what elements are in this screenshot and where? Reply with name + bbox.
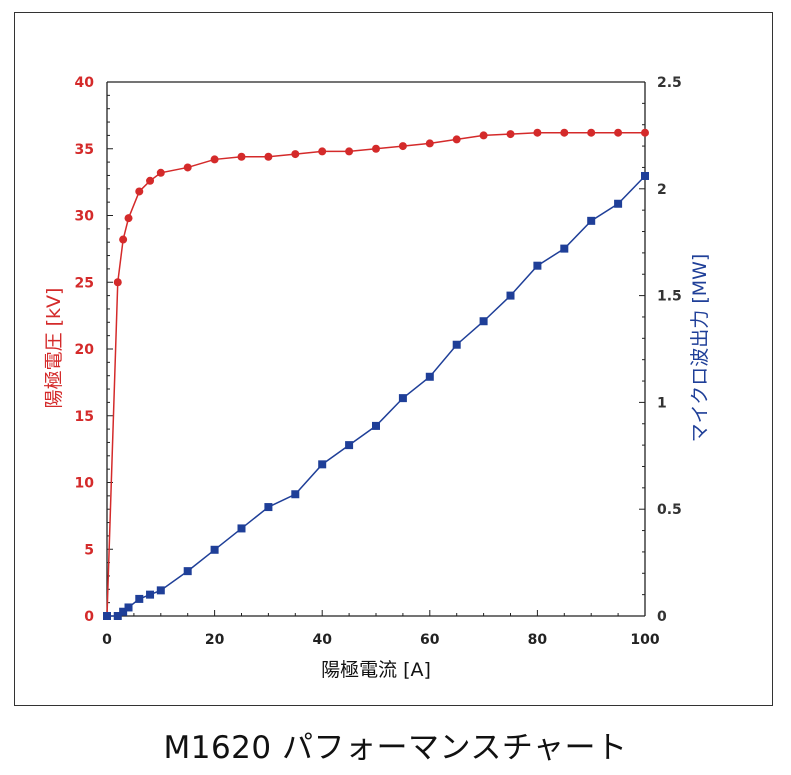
left-tick-label: 15	[75, 409, 94, 425]
power-point	[183, 567, 192, 576]
x-tick-label: 40	[312, 632, 332, 648]
voltage-point	[237, 152, 246, 161]
voltage-point	[156, 168, 165, 177]
voltage-point	[124, 214, 133, 223]
axes-layer: 0 20 40 60 80 100 0 5 10 15 20 25 30 35 40 0 0.5 1 1.5 2 2.5	[75, 75, 682, 648]
voltage-point	[425, 139, 434, 148]
x-tick-label: 0	[102, 632, 112, 648]
power-point	[345, 441, 354, 450]
x-tick-label: 100	[630, 632, 659, 648]
power-point	[425, 372, 434, 381]
voltage-point	[506, 130, 515, 139]
right-tick-label: 1.5	[657, 289, 682, 305]
power-point	[641, 171, 649, 180]
chart-frame	[14, 12, 773, 706]
left-axis-label: 陽極電圧 [kV]	[43, 288, 65, 409]
right-axis-label: マイクロ波出力 [MW]	[689, 254, 711, 443]
power-point	[291, 490, 300, 499]
voltage-point	[614, 128, 623, 137]
left-tick-label: 40	[75, 75, 95, 91]
power-series-line	[107, 175, 646, 617]
right-tick-label: 0	[657, 609, 667, 625]
power-point	[237, 524, 246, 533]
power-point	[614, 199, 623, 208]
voltage-point	[372, 144, 380, 153]
power-point	[146, 590, 155, 599]
voltage-series-line	[106, 131, 645, 617]
power-point	[398, 394, 407, 403]
x-tick-label: 60	[420, 632, 440, 648]
left-tick-label: 25	[75, 275, 94, 291]
power-point	[506, 291, 515, 300]
voltage-point	[291, 150, 300, 159]
left-tick-label: 20	[75, 342, 95, 358]
voltage-point	[587, 128, 596, 137]
right-tick-label: 0.5	[657, 502, 682, 518]
power-point	[135, 594, 144, 603]
voltage-point	[398, 142, 407, 151]
power-point	[533, 261, 542, 270]
left-tick-label: 5	[84, 542, 94, 558]
right-tick-label: 1	[657, 395, 667, 411]
voltage-point	[479, 131, 488, 140]
series-layer	[103, 128, 649, 620]
voltage-point	[452, 135, 461, 144]
power-point	[124, 603, 133, 612]
right-tick-label: 2	[657, 182, 667, 198]
power-point	[372, 421, 380, 430]
power-point	[210, 545, 219, 554]
power-point	[318, 460, 327, 469]
power-point	[479, 317, 488, 326]
voltage-point	[641, 128, 649, 137]
left-tick-label: 10	[75, 476, 95, 492]
chart-caption: M1620 パフォーマンスチャート	[163, 730, 628, 766]
x-axis-label: 陽極電流 [A]	[321, 659, 431, 681]
power-point	[264, 503, 273, 512]
voltage-point	[135, 187, 144, 196]
voltage-point	[113, 278, 122, 287]
x-tick-label: 80	[528, 632, 548, 648]
right-tick-label: 2.5	[657, 75, 682, 91]
power-point	[560, 244, 569, 253]
voltage-point	[210, 155, 219, 164]
left-tick-label: 0	[84, 609, 94, 625]
voltage-point	[533, 128, 542, 137]
left-tick-label: 30	[75, 209, 95, 225]
voltage-point	[146, 176, 155, 185]
power-point	[113, 612, 122, 620]
x-tick-label: 20	[205, 632, 225, 648]
power-point	[587, 216, 596, 225]
power-point	[103, 612, 111, 620]
power-point	[156, 586, 165, 595]
voltage-point	[318, 147, 327, 156]
voltage-point	[183, 163, 192, 172]
left-tick-label: 35	[75, 142, 94, 158]
voltage-point	[119, 235, 128, 244]
voltage-point	[264, 152, 273, 161]
voltage-point	[345, 147, 354, 156]
power-point	[452, 340, 461, 349]
power-point	[119, 607, 128, 616]
voltage-point	[560, 128, 569, 137]
